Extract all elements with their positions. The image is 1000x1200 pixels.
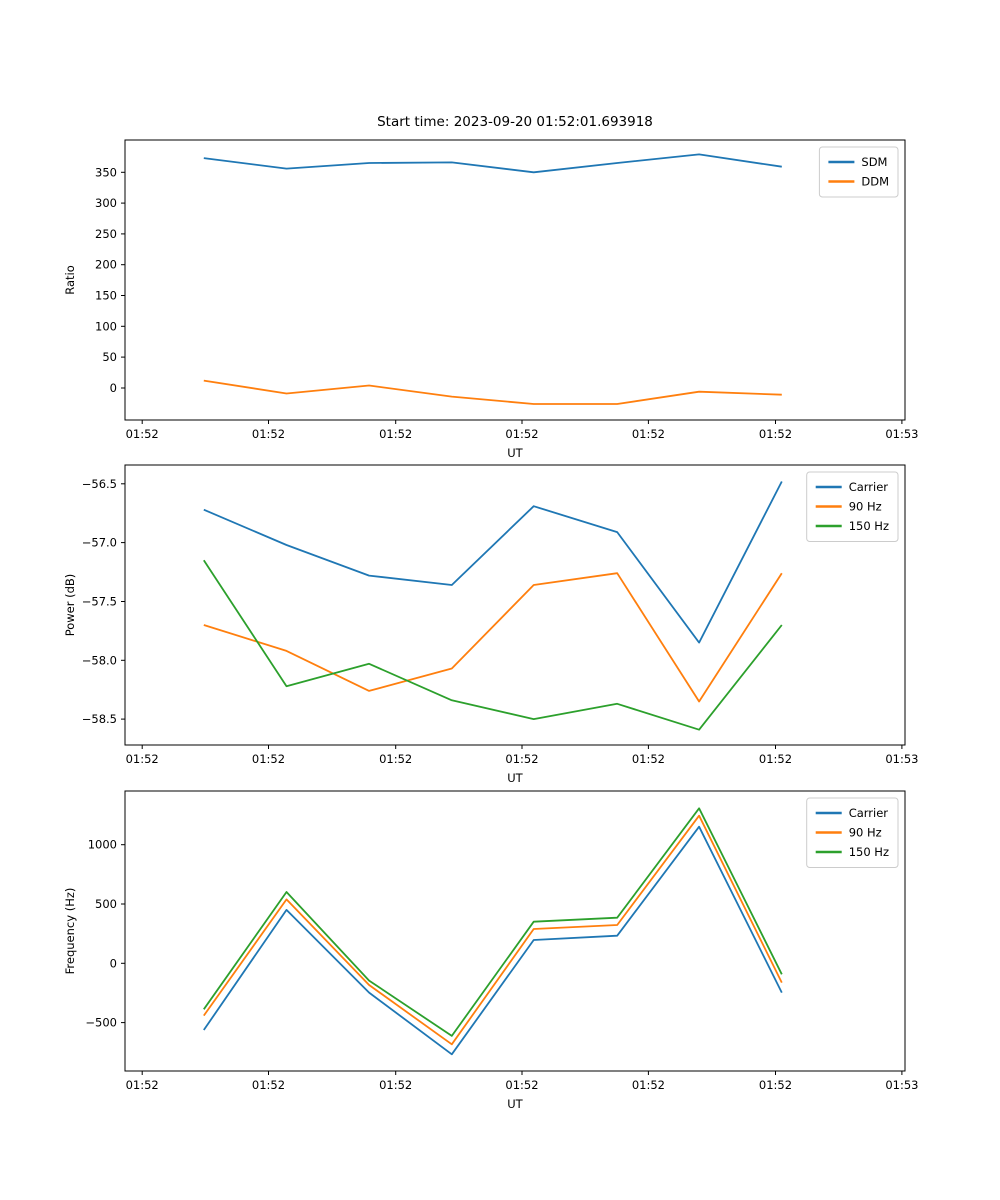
ratio-plot-canvas: 0 50 100 150 200 250 300 350 01:52 01:52 01:52 01:5… [63,139,918,460]
frequency-xaxis-label: UT [507,1097,523,1111]
ratio-ytick-label: 300 [95,196,117,210]
ratio-xtick-label: 01:52 [505,427,538,441]
ratio-legend-box [818,146,899,198]
power-xtick-label: 01:52 [126,752,159,766]
power-legend-label-90-hz: 90 Hz [849,500,882,514]
ratio-series-ddm [203,379,782,405]
ratio-xtick-label: 01:52 [759,427,792,441]
power-yaxis-label: Power (dB) [63,574,77,637]
ratio-ytick-label: 200 [95,258,117,272]
ratio-ytick-label: 150 [95,289,117,303]
frequency-legend-box [806,797,899,868]
ratio-xaxis-label: UT [507,446,523,460]
power-series-150-hz [203,559,783,731]
power-legend-label-150-hz: 150 Hz [849,519,889,533]
frequency-xtick-label: 01:52 [252,1078,285,1092]
power-plot-canvas: −58.5 −58.0 −57.5 −57.0 −56.5 01:52 01:52 01:52… [63,464,918,785]
power-axes-frame [124,464,906,746]
ratio-xtick-label: 01:52 [379,427,412,441]
frequency-legend-label-150-hz: 150 Hz [849,845,889,859]
power-ytick-label: −57.0 [82,536,117,550]
power-legend-box [806,471,899,542]
ratio-ytick-label: 0 [110,381,117,395]
ratio-legend-label-ddm: DDM [861,175,889,189]
ratio-xtick-label: 01:52 [126,427,159,441]
power-xtick-label: 01:52 [252,752,285,766]
ratio-series-sdm [203,153,782,174]
ratio-xtick-label: 01:52 [252,427,285,441]
frequency-plot-canvas: −500 0 500 1000 01:52 01:52 01:52 01:52 01:52 01:… [63,790,918,1111]
power-xtick-label: 01:53 [885,752,918,766]
frequency-xtick-label: 01:52 [632,1078,665,1092]
frequency-legend-label-90-hz: 90 Hz [849,826,882,840]
frequency-ytick-label: 0 [110,956,117,970]
power-series-90-hz [203,572,783,703]
ratio-ytick-label: 250 [95,227,117,241]
power-xaxis-label: UT [507,771,523,785]
ratio-legend: SDM DDM [818,146,899,198]
ratio-xtick-label: 01:52 [632,427,665,441]
frequency-xtick-label: 01:53 [885,1078,918,1092]
frequency-xtick-label: 01:52 [379,1078,412,1092]
frequency-xtick-label: 01:52 [759,1078,792,1092]
power-xtick-label: 01:52 [632,752,665,766]
frequency-axes-frame [124,790,906,1072]
subplot-frequency: −500 0 500 1000 01:52 01:52 01:52 01:52 01:52 01:… [63,781,925,1121]
frequency-xtick-label: 01:52 [505,1078,538,1092]
frequency-series-150-hz [203,807,783,1037]
ratio-legend-label-sdm: SDM [861,155,887,169]
power-ytick-label: −58.0 [82,653,117,667]
frequency-series-90-hz [203,814,783,1046]
ratio-ytick-label: 50 [102,350,117,364]
power-xtick-label: 01:52 [759,752,792,766]
ratio-ytick-label: 350 [95,165,117,179]
frequency-ytick-label: −500 [85,1016,117,1030]
ratio-ytick-label: 100 [95,319,117,333]
frequency-legend-label-carrier: Carrier [849,806,889,820]
frequency-ytick-label: 500 [95,897,117,911]
frequency-ytick-label: 1000 [88,838,117,852]
power-ytick-label: −58.5 [82,712,117,726]
power-xtick-label: 01:52 [379,752,412,766]
power-legend-label-carrier: Carrier [849,480,889,494]
power-ytick-label: −56.5 [82,477,117,491]
power-ytick-label: −57.5 [82,595,117,609]
figure-title: Start time: 2023-09-20 01:52:01.693918 [377,114,653,130]
frequency-xtick-label: 01:52 [126,1078,159,1092]
frequency-series-carrier [203,825,783,1056]
power-series-carrier [203,481,783,644]
power-legend: Carrier 90 Hz 150 Hz [806,471,899,542]
subplot-power: −58.5 −58.0 −57.5 −57.0 −56.5 01:52 01:52 01:52… [63,455,925,795]
frequency-yaxis-label: Frequency (Hz) [63,888,77,975]
ratio-xtick-label: 01:53 [885,427,918,441]
ratio-yaxis-label: Ratio [63,265,77,295]
ratio-axes-frame [124,139,906,421]
subplot-ratio: 0 50 100 150 200 250 300 350 01:52 01:52 01:52 01:5… [63,130,925,470]
power-xtick-label: 01:52 [505,752,538,766]
frequency-legend: Carrier 90 Hz 150 Hz [806,797,899,868]
